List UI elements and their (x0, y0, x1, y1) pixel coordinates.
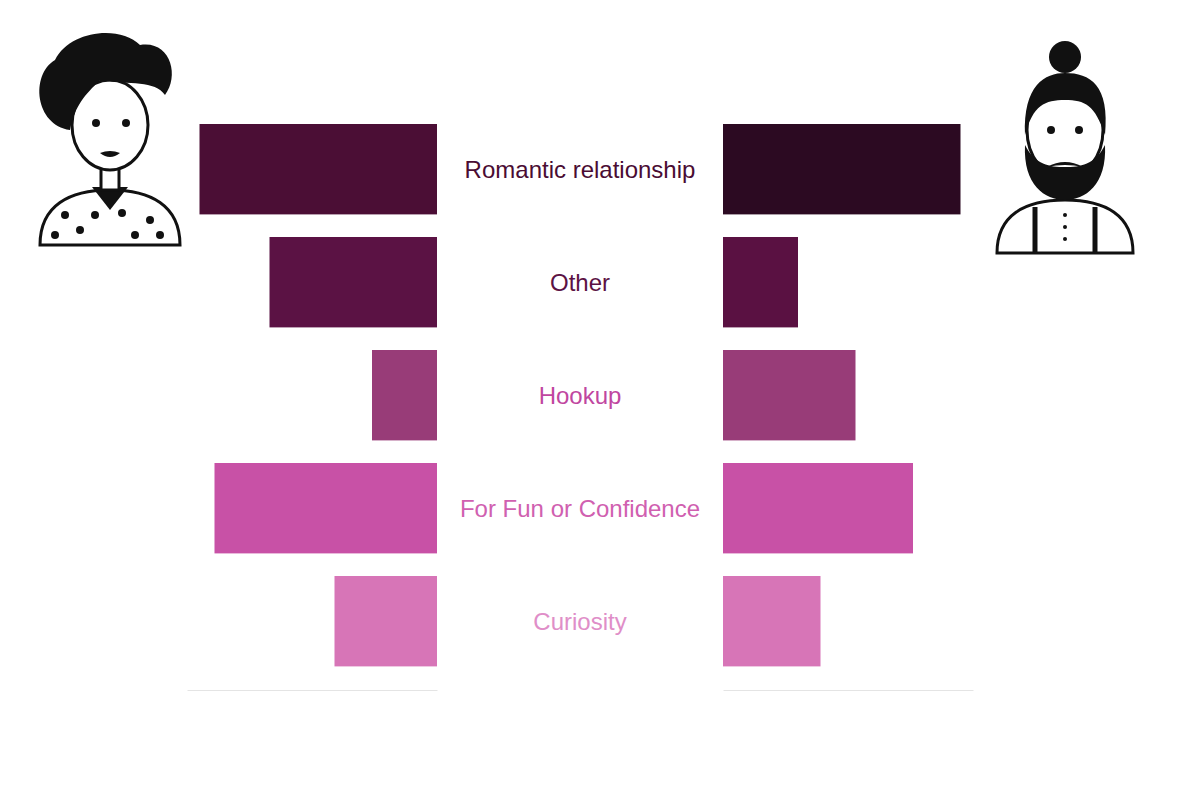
category-labels: Romantic relationship Other Hookup For Fun … (460, 156, 700, 635)
woman-icon (39, 33, 180, 245)
bar (372, 350, 437, 440)
x-axis (188, 690, 438, 691)
bar (723, 576, 821, 666)
bar (723, 350, 856, 440)
x-axis (724, 690, 974, 691)
category-label: Curiosity (533, 608, 626, 635)
bar (215, 463, 438, 553)
chart: Romantic relationship Other Hookup For Fun … (0, 0, 1200, 800)
bar (270, 237, 438, 327)
bar-series (200, 124, 438, 666)
category-label: Hookup (539, 382, 622, 409)
bar (723, 124, 961, 214)
category-label: Romantic relationship (465, 156, 696, 183)
axis-line (188, 690, 438, 691)
bar (723, 237, 798, 327)
plot-area (200, 124, 961, 666)
category-label: Other (550, 269, 610, 296)
man-icon (997, 41, 1133, 253)
category-label: For Fun or Confidence (460, 495, 700, 522)
bar (200, 124, 438, 214)
bar (723, 463, 913, 553)
bar (335, 576, 438, 666)
axis-line (724, 690, 974, 691)
bar-series (723, 124, 961, 666)
